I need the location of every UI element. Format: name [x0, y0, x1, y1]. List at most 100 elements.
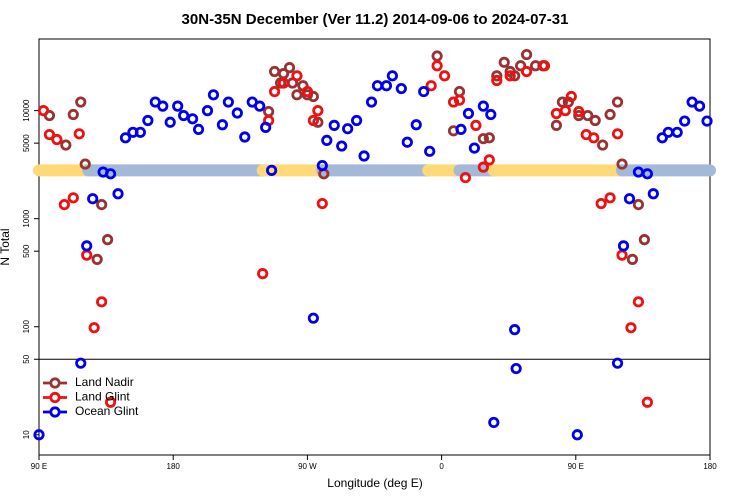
x-tick-label: 0	[439, 462, 444, 471]
chart-title: 30N-35N December (Ver 11.2) 2014-09-06 t…	[182, 11, 569, 28]
y-tick-label: 50	[22, 354, 31, 363]
data-point	[520, 48, 533, 61]
legend-label: Land Nadir	[75, 375, 134, 389]
data-point	[453, 94, 466, 106]
data-point	[459, 171, 472, 184]
data-point	[301, 85, 313, 98]
data-point	[67, 192, 79, 204]
data-point	[401, 136, 413, 148]
data-point	[351, 114, 363, 127]
data-point	[641, 168, 653, 180]
data-point	[477, 161, 489, 173]
data-point	[617, 240, 630, 252]
data-point	[424, 145, 436, 157]
data-point	[371, 80, 384, 92]
data-point	[550, 119, 563, 131]
data-point	[75, 96, 87, 108]
data-point	[604, 192, 616, 204]
data-point	[656, 132, 668, 144]
data-point	[455, 123, 467, 136]
data-point	[33, 429, 45, 441]
data-point	[316, 197, 328, 210]
data-point	[43, 128, 56, 141]
data-point	[604, 108, 616, 121]
data-point	[438, 70, 451, 82]
data-point	[91, 253, 103, 265]
y-axis-label: N Total	[0, 228, 12, 265]
data-point	[509, 70, 521, 82]
data-point	[571, 429, 583, 441]
data-point	[104, 396, 117, 408]
data-point	[626, 253, 639, 265]
data-point	[321, 134, 333, 147]
data-point	[222, 96, 234, 108]
data-point	[625, 322, 637, 334]
data-point	[491, 70, 503, 82]
data-point	[207, 89, 220, 101]
data-point	[509, 324, 521, 336]
data-point	[395, 82, 407, 95]
data-point	[611, 357, 624, 369]
data-point	[231, 107, 243, 119]
data-point	[662, 126, 674, 138]
data-point	[58, 198, 70, 211]
data-point	[268, 85, 281, 98]
data-point	[488, 416, 500, 429]
data-point	[671, 126, 683, 138]
data-point	[641, 396, 653, 408]
data-point	[410, 119, 422, 131]
data-point	[283, 62, 296, 74]
x-tick-label: 90 E	[31, 462, 47, 471]
data-point	[515, 60, 527, 72]
data-point	[81, 249, 93, 261]
data-point	[679, 115, 691, 127]
data-point	[573, 105, 585, 118]
data-point	[291, 70, 303, 82]
data-point	[328, 119, 340, 131]
legend-label: Ocean Glint	[75, 404, 139, 418]
data-point	[239, 131, 251, 143]
data-point	[263, 105, 275, 118]
data-point	[485, 108, 497, 121]
data-point	[336, 140, 348, 152]
data-point	[134, 126, 146, 138]
data-point	[216, 119, 229, 131]
data-point	[104, 168, 117, 180]
legend-marker	[49, 406, 61, 418]
plot-frame	[38, 38, 711, 456]
x-tick-label: 180	[167, 462, 181, 471]
data-point	[119, 132, 132, 144]
data-point	[589, 114, 601, 127]
data-point	[260, 121, 272, 133]
data-point	[75, 357, 87, 369]
data-point	[483, 132, 495, 144]
data-point	[616, 158, 628, 170]
data-point	[164, 116, 176, 128]
data-point	[380, 80, 393, 92]
data-point	[611, 96, 624, 108]
y-tick-label: 10	[22, 430, 31, 439]
data-point	[316, 159, 328, 172]
data-point	[431, 60, 443, 72]
y-tick-label: 1000	[22, 209, 31, 227]
legend-marker	[49, 377, 61, 389]
data-point	[142, 114, 154, 127]
data-point	[647, 188, 659, 200]
data-point	[477, 100, 489, 112]
data-point	[595, 197, 607, 210]
data-point	[37, 105, 50, 117]
data-point	[101, 234, 114, 246]
data-point	[112, 188, 124, 200]
y-tick-label: 500	[22, 244, 31, 258]
data-point	[701, 115, 713, 127]
data-point	[307, 312, 319, 324]
data-point	[470, 119, 482, 131]
data-point	[277, 77, 290, 89]
data-point	[268, 65, 281, 78]
data-point	[550, 107, 563, 120]
data-point	[559, 105, 571, 117]
y-tick-label: 100	[22, 320, 31, 334]
data-point	[498, 56, 510, 68]
data-point	[291, 89, 303, 101]
